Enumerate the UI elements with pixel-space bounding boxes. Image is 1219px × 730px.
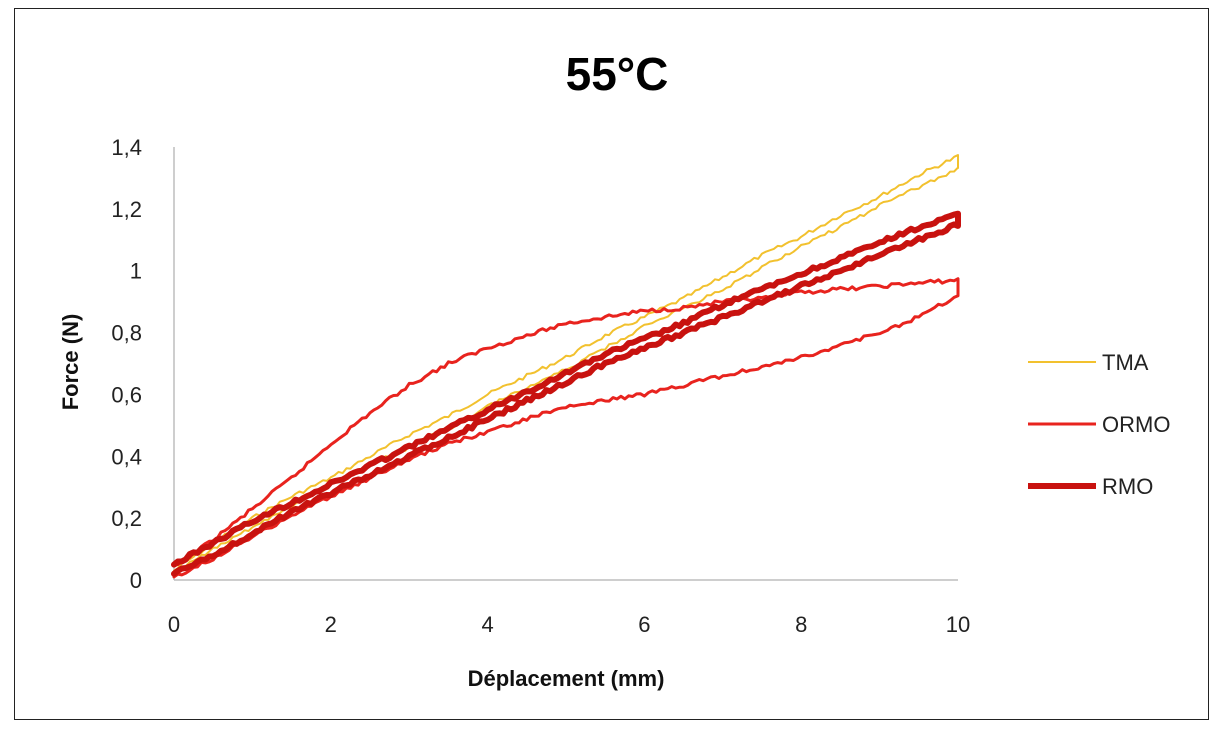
y-tick-label: 0 [130, 568, 142, 593]
y-tick-label: 1 [130, 259, 142, 284]
x-tick-label: 6 [638, 612, 650, 637]
x-tick-label: 10 [946, 612, 970, 637]
y-tick-label: 1,2 [111, 197, 142, 222]
x-tick-label: 8 [795, 612, 807, 637]
legend-label-tma: TMA [1102, 350, 1149, 375]
series-line-rmo [171, 210, 961, 577]
y-tick-label: 1,4 [111, 135, 142, 160]
y-tick-label: 0,4 [111, 444, 142, 469]
y-tick-label: 0,8 [111, 321, 142, 346]
y-axis-title: Force (N) [58, 314, 83, 411]
legend-label-rmo: RMO [1102, 474, 1153, 499]
y-tick-label: 0,2 [111, 506, 142, 531]
x-tick-label: 4 [481, 612, 493, 637]
axes: 0 2 4 6 8 10 0 0,2 0,4 0,6 0,8 1 1,2 1,4 [111, 135, 970, 637]
chart-title: 55°C [566, 48, 669, 100]
series-line-ormo [172, 277, 960, 579]
legend-label-ormo: ORMO [1102, 412, 1170, 437]
y-tick-label: 0,6 [111, 382, 142, 407]
x-tick-label: 2 [325, 612, 337, 637]
x-axis-title: Déplacement (mm) [468, 666, 665, 691]
series-layer [171, 154, 961, 579]
x-tick-label: 0 [168, 612, 180, 637]
legend: TMA ORMO RMO [1028, 350, 1170, 499]
